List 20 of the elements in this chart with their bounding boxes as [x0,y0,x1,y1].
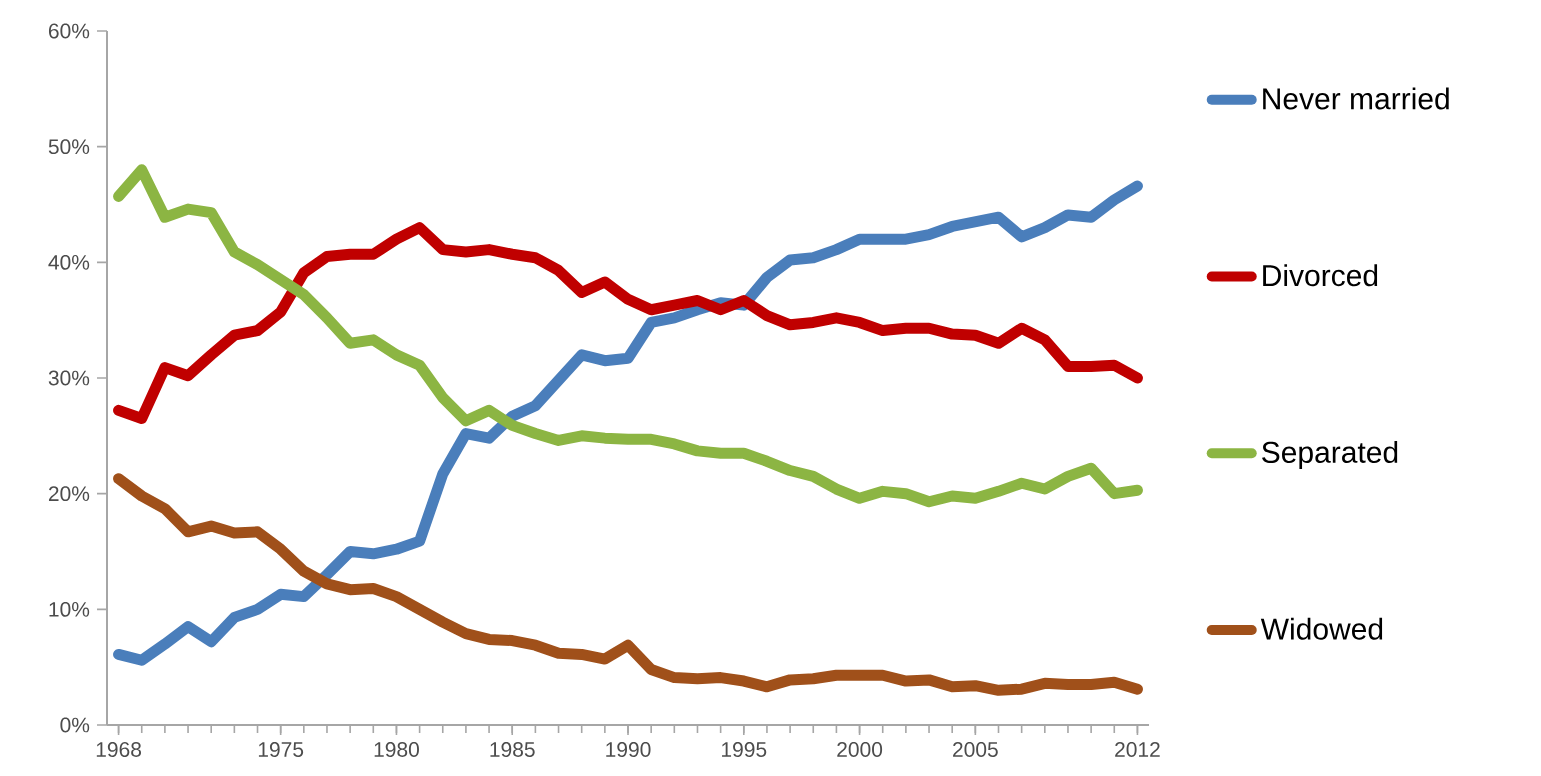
y-tick-label: 10% [49,601,90,617]
x-tick-label: 1995 [722,742,767,757]
y-tick-label: 0% [60,717,90,733]
legend-label: Widowed [1260,617,1383,640]
x-tick-label: 2012 [1115,742,1160,757]
y-tick-label: 30% [48,370,90,386]
x-tick-label: 1990 [606,742,651,757]
x-tick-label: 1968 [96,742,142,757]
x-tick-label: 1980 [374,742,419,757]
y-tick-label: 20% [48,486,90,502]
legend-label: Divorced [1263,264,1378,287]
y-tick-label: 40% [48,254,90,270]
y-tick-label: 50% [48,139,90,155]
y-tick-label: 60% [48,23,90,39]
x-tick-label: 2005 [953,742,998,757]
x-tick-label: 2000 [837,742,883,757]
x-tick-label: 1985 [490,742,535,757]
legend-label: Never married [1263,87,1449,110]
legend-label: Separated [1262,440,1398,469]
x-tick-label: 1975 [258,742,304,757]
